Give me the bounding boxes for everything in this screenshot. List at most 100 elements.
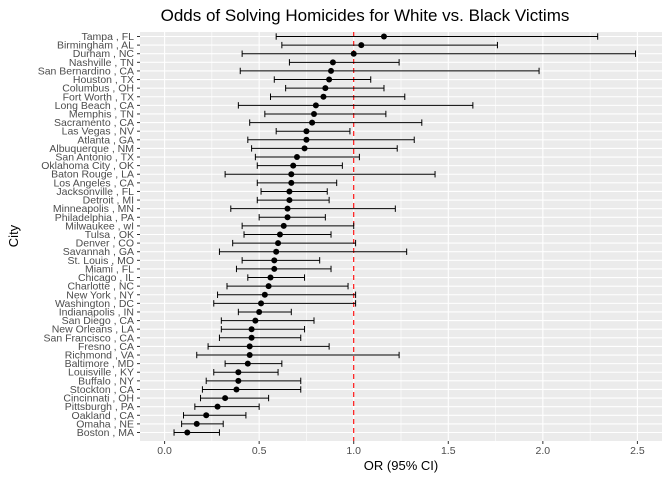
- error-bar: [194, 403, 260, 410]
- or-point: [286, 188, 293, 195]
- city-tick-label: Cincinnati , OH: [63, 393, 134, 405]
- city-tick-label: Indianapolis , IN: [59, 306, 134, 318]
- or-point: [286, 197, 293, 204]
- city-tick-label: Los Angeles , CA: [53, 177, 134, 189]
- city-tick-label: Durham , NC: [73, 48, 135, 60]
- x-tick-label: 1.5: [441, 445, 456, 457]
- error-bar: [181, 420, 224, 428]
- or-point: [252, 317, 259, 324]
- city-tick-label: Washington , DC: [55, 298, 134, 310]
- or-point: [303, 128, 310, 135]
- or-point: [350, 50, 357, 57]
- or-point: [309, 119, 316, 126]
- error-bar: [218, 248, 408, 255]
- city-tick-label: Tampa , FL: [81, 31, 134, 43]
- x-axis-label: OR (95% CI): [364, 458, 438, 473]
- or-point: [235, 369, 242, 376]
- or-point: [265, 283, 272, 290]
- or-point: [322, 85, 329, 92]
- city-tick-label: Jacksonville , FL: [56, 186, 134, 198]
- error-bar: [249, 119, 423, 126]
- or-point: [311, 110, 317, 117]
- or-point: [256, 308, 263, 315]
- error-bar: [275, 127, 351, 135]
- error-bars: [173, 33, 637, 436]
- or-point: [320, 93, 327, 100]
- or-point: [271, 257, 278, 264]
- or-point: [271, 265, 278, 272]
- error-bar: [247, 274, 306, 281]
- error-bar: [247, 136, 415, 144]
- error-bar: [288, 59, 400, 66]
- or-point: [261, 291, 268, 298]
- or-point: [275, 240, 282, 247]
- city-tick-label: Memphis , TN: [69, 108, 134, 120]
- error-bar: [239, 67, 540, 75]
- city-tick-label: Oakland , CA: [72, 410, 134, 422]
- city-tick-label: Minneapolis , MN: [53, 203, 134, 215]
- or-point: [284, 214, 291, 221]
- city-tick-label: Chicago , IL: [78, 272, 134, 284]
- city-tick-label: Baltimore , MD: [65, 358, 135, 370]
- or-point: [258, 300, 265, 307]
- city-tick-label: San Diego , CA: [62, 315, 134, 327]
- error-bar: [241, 50, 637, 57]
- or-point: [288, 171, 295, 178]
- city-tick-label: Albuquerque , NM: [49, 143, 134, 155]
- city-tick-label: Nashville , TN: [69, 57, 134, 69]
- city-tick-label: Louisville , KY: [68, 367, 134, 379]
- or-point: [288, 179, 295, 186]
- error-bar: [256, 162, 343, 169]
- city-tick-label: Sacramento , CA: [54, 117, 134, 129]
- or-point: [246, 352, 253, 359]
- error-bar: [264, 110, 387, 118]
- error-bar: [226, 282, 349, 290]
- error-bar: [285, 84, 385, 92]
- or-point: [303, 136, 310, 143]
- error-bar: [173, 429, 220, 436]
- city-tick-label: San Francisco , CA: [44, 332, 134, 344]
- city-tick-label: Savannah , GA: [63, 246, 134, 258]
- city-tick-label: San Bernardino , CA: [38, 65, 134, 77]
- error-bar: [205, 377, 302, 385]
- error-bar: [241, 222, 355, 230]
- error-bar: [207, 343, 330, 350]
- x-tick-label: 2.5: [630, 445, 645, 457]
- or-point: [222, 395, 229, 402]
- error-bar: [251, 145, 398, 152]
- error-bar: [270, 93, 406, 100]
- error-bar: [220, 325, 306, 333]
- error-bar: [273, 76, 372, 83]
- city-tick-label: Boston , MA: [77, 427, 134, 439]
- error-bar: [196, 351, 400, 359]
- city-tick-label: Miami , FL: [85, 263, 134, 275]
- city-tick-label: Stockton , CA: [70, 384, 134, 396]
- city-tick-label: Detroit , MI: [83, 195, 134, 207]
- city-tick-label: St. Louis , MO: [67, 255, 134, 267]
- or-point: [301, 145, 308, 152]
- or-point: [280, 222, 287, 229]
- or-point: [267, 274, 274, 281]
- error-bar: [217, 291, 357, 298]
- error-bar: [230, 205, 396, 212]
- or-point: [380, 33, 387, 40]
- or-point: [326, 76, 333, 83]
- city-tick-label: Richmond , VA: [65, 350, 134, 362]
- or-point: [193, 420, 200, 427]
- or-point: [358, 42, 365, 49]
- x-tick-label: 0.0: [157, 445, 172, 457]
- city-tick-label: Denver , CO: [76, 238, 134, 250]
- error-bar: [224, 171, 436, 178]
- city-tick-label: Buffalo , NY: [78, 375, 134, 387]
- or-point: [276, 231, 283, 238]
- error-bar: [237, 308, 292, 316]
- error-bar: [275, 33, 599, 40]
- or-point: [284, 205, 291, 212]
- city-tick-label: Long Beach , CA: [55, 100, 134, 112]
- error-bar: [241, 257, 321, 264]
- error-bar: [256, 179, 338, 187]
- or-point: [293, 154, 300, 161]
- city-tick-label: New York , NY: [66, 289, 134, 301]
